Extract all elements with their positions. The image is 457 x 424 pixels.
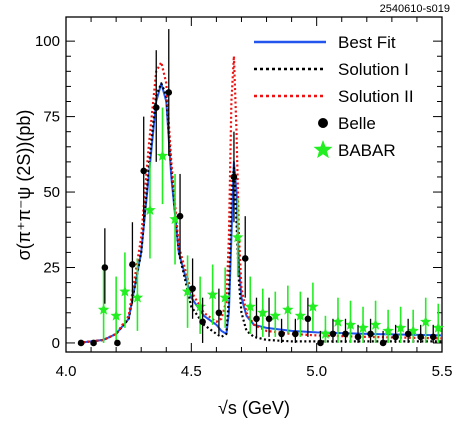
babar-point xyxy=(382,324,394,336)
babar-point xyxy=(144,204,156,215)
belle-point xyxy=(342,330,349,338)
babar-point xyxy=(319,327,332,339)
belle-point xyxy=(189,285,196,292)
babar-point xyxy=(257,306,269,318)
belle-point xyxy=(129,261,136,268)
babar-series xyxy=(97,107,444,343)
belle-point xyxy=(176,212,184,220)
babar-point xyxy=(110,309,122,321)
belle-point xyxy=(367,330,374,338)
y-tick-label: 100 xyxy=(35,33,60,50)
plot-frame xyxy=(65,16,443,353)
babar-point xyxy=(269,309,281,321)
y-tick-label: 0 xyxy=(52,335,60,352)
x-tick-label: 4.0 xyxy=(56,363,77,380)
legend: Best Fit Solution I Solution II Belle BABAR xyxy=(254,33,414,160)
y-tick-label: 75 xyxy=(43,109,60,126)
belle-point xyxy=(392,333,399,341)
babar-point xyxy=(232,231,244,243)
curve-best_fit xyxy=(78,82,443,344)
babar-point xyxy=(131,291,144,303)
belle-point xyxy=(230,173,238,181)
belle-point xyxy=(215,309,223,317)
babar-point xyxy=(357,321,369,333)
belle-point xyxy=(379,339,387,347)
babar-point xyxy=(97,303,110,315)
x-tick-label: 4.5 xyxy=(181,363,202,380)
legend-label-belle: Belle xyxy=(338,114,376,133)
legend-label-solution2: Solution II xyxy=(338,87,414,106)
belle-point xyxy=(429,333,437,341)
babar-point xyxy=(169,213,181,225)
babar-point xyxy=(294,309,307,321)
belle-point xyxy=(253,315,260,323)
belle-point xyxy=(354,333,362,341)
belle-point xyxy=(101,264,109,271)
belle-point xyxy=(278,330,285,338)
y-tick-label: 25 xyxy=(43,259,60,276)
babar-point xyxy=(282,303,294,315)
babar-point xyxy=(420,315,432,327)
babar-point xyxy=(244,300,256,312)
babar-point xyxy=(432,321,444,333)
curve-solution1 xyxy=(78,82,442,344)
belle-series xyxy=(77,29,437,347)
belle-point xyxy=(77,339,85,347)
babar-point xyxy=(219,291,231,303)
figure-code: 2540610-s019 xyxy=(380,3,450,15)
belle-point xyxy=(329,330,337,338)
legend-label-solution1: Solution I xyxy=(338,60,409,79)
legend-swatch-belle xyxy=(318,118,328,128)
belle-point xyxy=(90,339,97,347)
belle-point xyxy=(417,333,424,341)
babar-point xyxy=(369,318,382,330)
curve-solution2 xyxy=(78,55,443,344)
babar-point xyxy=(156,149,169,161)
x-axis-label: √s (GeV) xyxy=(218,398,290,418)
babar-point xyxy=(344,318,357,330)
fit-curves xyxy=(78,55,443,344)
legend-label-babar: BABAR xyxy=(338,141,396,160)
babar-point xyxy=(181,285,194,297)
belle-point xyxy=(241,255,249,262)
legend-swatch-babar xyxy=(313,140,333,159)
babar-point xyxy=(119,285,131,297)
belle-point xyxy=(265,315,273,323)
babar-point xyxy=(194,300,206,312)
belle-point xyxy=(292,330,299,338)
belle-point xyxy=(152,104,160,111)
x-tick-label: 5.0 xyxy=(306,363,327,380)
belle-point xyxy=(114,339,121,347)
belle-point xyxy=(317,339,324,347)
axis-ticks: 4.0 4.5 5.0 5.5 0 25 50 75 100 xyxy=(35,17,452,380)
babar-point xyxy=(307,300,319,312)
belle-point xyxy=(165,89,173,96)
belle-point xyxy=(304,315,312,323)
babar-point xyxy=(206,288,219,300)
belle-point xyxy=(140,167,148,175)
y-tick-label: 50 xyxy=(43,184,60,201)
x-tick-label: 5.5 xyxy=(432,363,453,380)
y-axis-label: σ(π⁺π⁻ψ (2S))(pb) xyxy=(14,110,34,261)
babar-point xyxy=(394,321,407,333)
legend-label-best_fit: Best Fit xyxy=(338,33,396,52)
belle-point xyxy=(199,318,206,326)
belle-point xyxy=(404,330,412,338)
babar-point xyxy=(332,315,344,327)
